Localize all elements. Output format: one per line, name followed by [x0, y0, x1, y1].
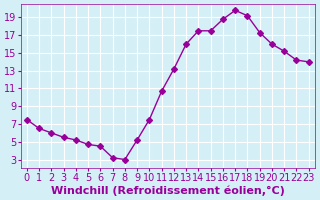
- X-axis label: Windchill (Refroidissement éolien,°C): Windchill (Refroidissement éolien,°C): [51, 185, 285, 196]
